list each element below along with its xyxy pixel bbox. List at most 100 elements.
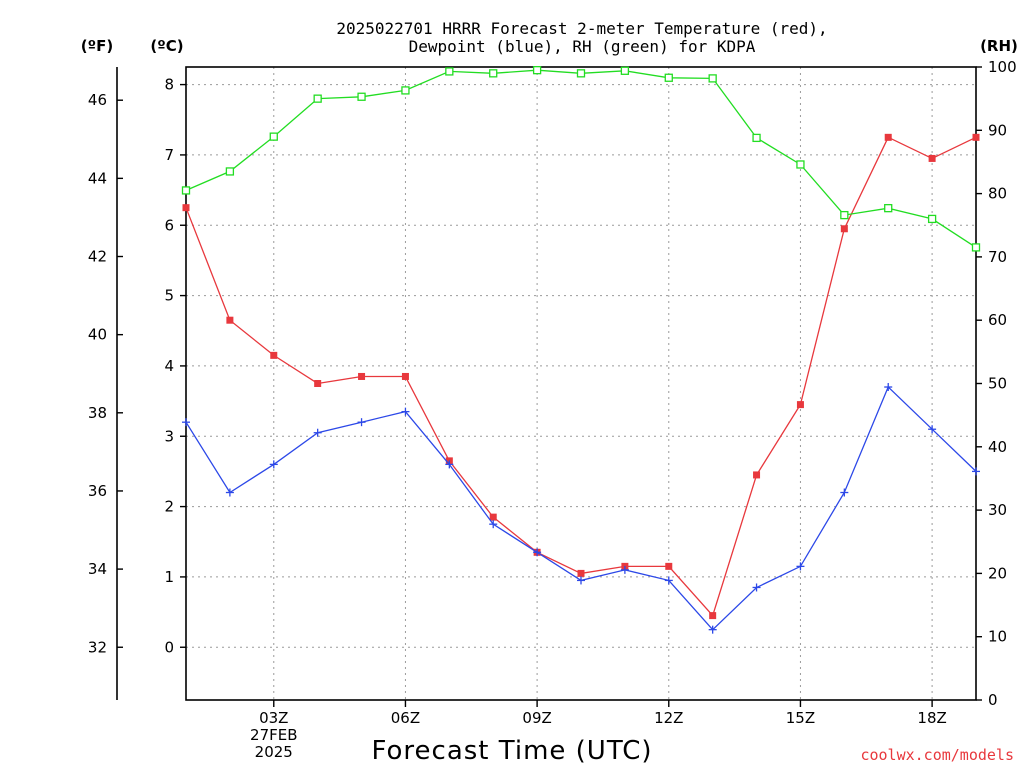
- data-point-temperature: [928, 154, 936, 162]
- rh-tick-label: 20: [988, 564, 1007, 582]
- data-point-temperature: [709, 612, 717, 620]
- data-point-dewpoint: [708, 625, 717, 634]
- rh-tick-label: 50: [988, 375, 1007, 393]
- series-dewpoint: [182, 383, 980, 634]
- series-temperature: [182, 133, 980, 620]
- data-point-dewpoint: [664, 576, 673, 585]
- fahrenheit-tick-label: 38: [88, 404, 107, 422]
- fahrenheit-tick-label: 36: [88, 482, 107, 500]
- fahrenheit-tick-label: 42: [88, 248, 107, 266]
- celsius-tick-label: 8: [164, 76, 174, 94]
- data-point-dewpoint: [884, 383, 893, 392]
- rh-tick-label: 30: [988, 501, 1007, 519]
- rh-tick-label: 90: [988, 121, 1007, 139]
- data-point-temperature: [489, 513, 497, 521]
- celsius-tick-label: 1: [164, 568, 174, 586]
- data-point-rh: [708, 74, 717, 83]
- data-point-rh: [357, 92, 366, 101]
- rh-tick-label: 100: [988, 58, 1017, 76]
- data-point-rh: [269, 132, 278, 141]
- celsius-tick-label: 5: [164, 287, 174, 305]
- celsius-tick-label: 0: [164, 638, 174, 656]
- tick-labels: 0123456783234363840424446010203040506070…: [88, 58, 1017, 761]
- celsius-unit-label: (ºC): [150, 37, 183, 55]
- fahrenheit-tick-label: 32: [88, 638, 107, 656]
- data-point-rh: [884, 204, 893, 213]
- data-point-rh: [532, 66, 542, 75]
- data-point-temperature: [796, 401, 804, 409]
- x-tick-label: 12Z: [654, 709, 683, 727]
- fahrenheit-tick-label: 40: [88, 326, 107, 344]
- data-point-rh: [489, 69, 498, 78]
- grid-lines: [186, 67, 976, 700]
- x-tick-label: 15Z: [786, 709, 815, 727]
- data-point-temperature: [401, 372, 409, 380]
- data-point-dewpoint: [489, 520, 498, 529]
- fahrenheit-tick-label: 34: [88, 560, 107, 578]
- fahrenheit-tick-label: 44: [88, 169, 107, 187]
- celsius-tick-label: 3: [164, 427, 174, 445]
- series-line-rh: [185, 69, 977, 248]
- data-point-rh: [225, 167, 235, 176]
- data-point-temperature: [753, 471, 761, 479]
- data-point-dewpoint: [577, 576, 585, 585]
- series-rh: [181, 66, 981, 252]
- data-point-rh: [664, 73, 673, 82]
- data-point-temperature: [665, 562, 673, 570]
- data-point-rh: [752, 133, 761, 143]
- data-point-rh: [796, 160, 805, 169]
- data-point-dewpoint: [401, 407, 410, 416]
- data-point-temperature: [226, 316, 234, 324]
- series-line-dewpoint: [185, 385, 977, 631]
- data-point-rh: [313, 94, 322, 103]
- data-point-dewpoint: [840, 488, 849, 497]
- data-point-rh: [401, 86, 410, 95]
- data-point-dewpoint: [620, 565, 629, 574]
- celsius-tick-label: 4: [164, 357, 174, 375]
- celsius-tick-label: 2: [164, 498, 174, 516]
- celsius-tick-label: 7: [164, 146, 174, 164]
- x-tick-label: 06Z: [391, 709, 420, 727]
- rh-tick-label: 70: [988, 248, 1007, 266]
- data-point-rh: [181, 186, 191, 195]
- fahrenheit-unit-label: (ºF): [81, 37, 113, 55]
- rh-tick-label: 0: [988, 691, 998, 709]
- rh-tick-label: 40: [988, 438, 1007, 456]
- rh-tick-label: 80: [988, 185, 1007, 203]
- axes: [116, 66, 982, 707]
- x-tick-label: 03Z: [259, 709, 288, 727]
- data-point-rh: [576, 69, 586, 78]
- data-point-temperature: [972, 133, 980, 141]
- data-point-dewpoint: [752, 583, 761, 592]
- x-tick-label: 09Z: [522, 709, 551, 727]
- data-point-dewpoint: [313, 428, 322, 437]
- credit-text: coolwx.com/models: [860, 746, 1014, 764]
- data-point-rh: [927, 214, 937, 224]
- x-tick-date-label: 2025: [255, 743, 293, 761]
- data-point-dewpoint: [972, 467, 980, 476]
- data-point-temperature: [314, 380, 322, 387]
- data-point-temperature: [270, 351, 278, 359]
- data-point-dewpoint: [928, 425, 937, 434]
- data-point-dewpoint: [357, 418, 366, 427]
- rh-tick-label: 60: [988, 311, 1007, 329]
- rh-unit-label: (RH): [980, 37, 1018, 55]
- data-point-rh: [620, 66, 630, 75]
- data-point-dewpoint: [796, 562, 805, 571]
- x-tick-date-label: 27FEB: [250, 726, 297, 744]
- series-line-temperature: [185, 136, 977, 617]
- data-point-rh: [445, 67, 454, 76]
- fahrenheit-tick-label: 46: [88, 91, 107, 109]
- data-series: [181, 66, 981, 634]
- data-point-temperature: [358, 372, 366, 380]
- data-point-temperature: [840, 225, 848, 233]
- data-point-dewpoint: [533, 548, 542, 557]
- data-point-dewpoint: [225, 488, 234, 497]
- x-axis-label: Forecast Time (UTC): [371, 736, 652, 766]
- data-point-temperature: [577, 569, 585, 577]
- data-point-dewpoint: [269, 460, 278, 469]
- chart-title-line-2: Dewpoint (blue), RH (green) for KDPA: [409, 37, 756, 56]
- x-tick-label: 18Z: [917, 709, 946, 727]
- chart-title-line-1: 2025022701 HRRR Forecast 2-meter Tempera…: [336, 19, 827, 38]
